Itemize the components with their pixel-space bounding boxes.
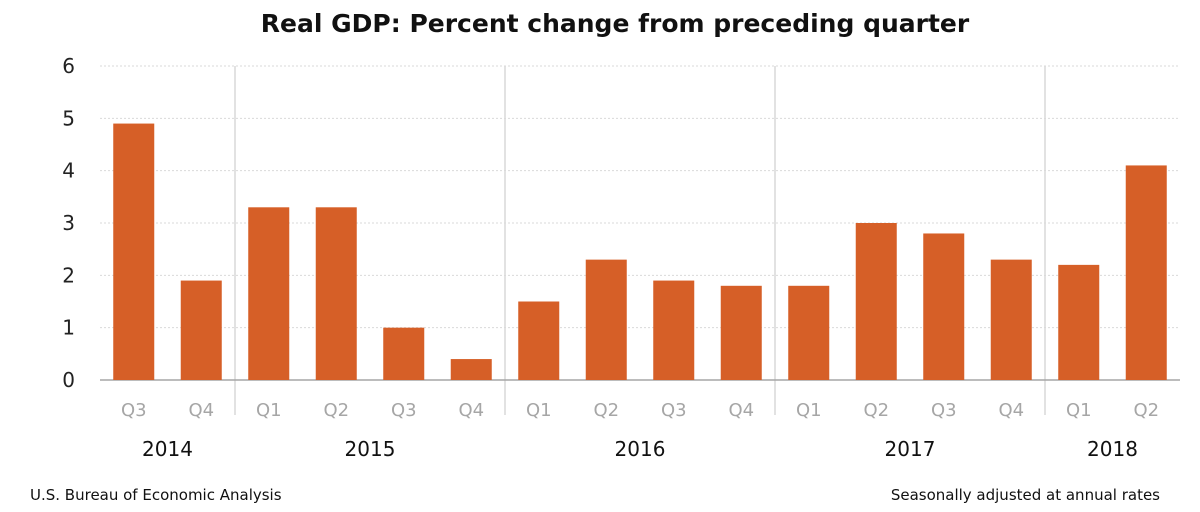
bar <box>315 207 357 380</box>
y-tick-label: 2 <box>62 263 75 287</box>
quarter-tick-label: Q4 <box>188 400 214 421</box>
bar <box>585 259 627 380</box>
y-tick-label: 3 <box>62 211 75 235</box>
bar <box>720 285 762 380</box>
quarter-tick-label: Q4 <box>458 400 484 421</box>
bar <box>180 280 222 380</box>
year-label: 2015 <box>345 437 396 461</box>
year-label: 2016 <box>615 437 666 461</box>
quarter-tick-label: Q1 <box>1066 400 1092 421</box>
quarter-tick-label: Q1 <box>256 400 282 421</box>
bar <box>248 207 290 380</box>
y-tick-label: 6 <box>62 54 75 78</box>
quarter-tick-label: Q3 <box>391 400 417 421</box>
year-label: 2014 <box>142 437 193 461</box>
bar <box>855 223 897 380</box>
bar <box>1125 165 1167 380</box>
y-tick-label: 4 <box>62 159 75 183</box>
y-tick-label: 5 <box>62 106 75 130</box>
adjustment-note: Seasonally adjusted at annual rates <box>891 486 1160 504</box>
bar <box>1058 264 1100 380</box>
quarter-tick-label: Q3 <box>931 400 957 421</box>
bar <box>990 259 1032 380</box>
y-tick-label: 0 <box>62 368 75 392</box>
source-note: U.S. Bureau of Economic Analysis <box>30 486 282 504</box>
quarter-tick-label: Q1 <box>796 400 822 421</box>
quarter-tick-label: Q2 <box>1133 400 1159 421</box>
y-tick-label: 1 <box>62 316 75 340</box>
quarter-tick-label: Q3 <box>661 400 687 421</box>
bar <box>653 280 695 380</box>
quarter-tick-label: Q1 <box>526 400 552 421</box>
bar <box>518 301 560 380</box>
bar <box>383 327 425 380</box>
chart-title: Real GDP: Percent change from preceding … <box>261 9 970 38</box>
bar <box>450 359 492 380</box>
quarter-tick-label: Q4 <box>998 400 1024 421</box>
quarter-tick-label: Q2 <box>863 400 889 421</box>
bar <box>113 123 155 381</box>
year-label: 2018 <box>1087 437 1138 461</box>
quarter-tick-label: Q3 <box>121 400 147 421</box>
year-label: 2017 <box>885 437 936 461</box>
quarter-tick-label: Q2 <box>593 400 619 421</box>
bar <box>923 233 965 380</box>
quarter-tick-label: Q2 <box>323 400 349 421</box>
quarter-tick-label: Q4 <box>728 400 754 421</box>
bar <box>788 285 830 380</box>
